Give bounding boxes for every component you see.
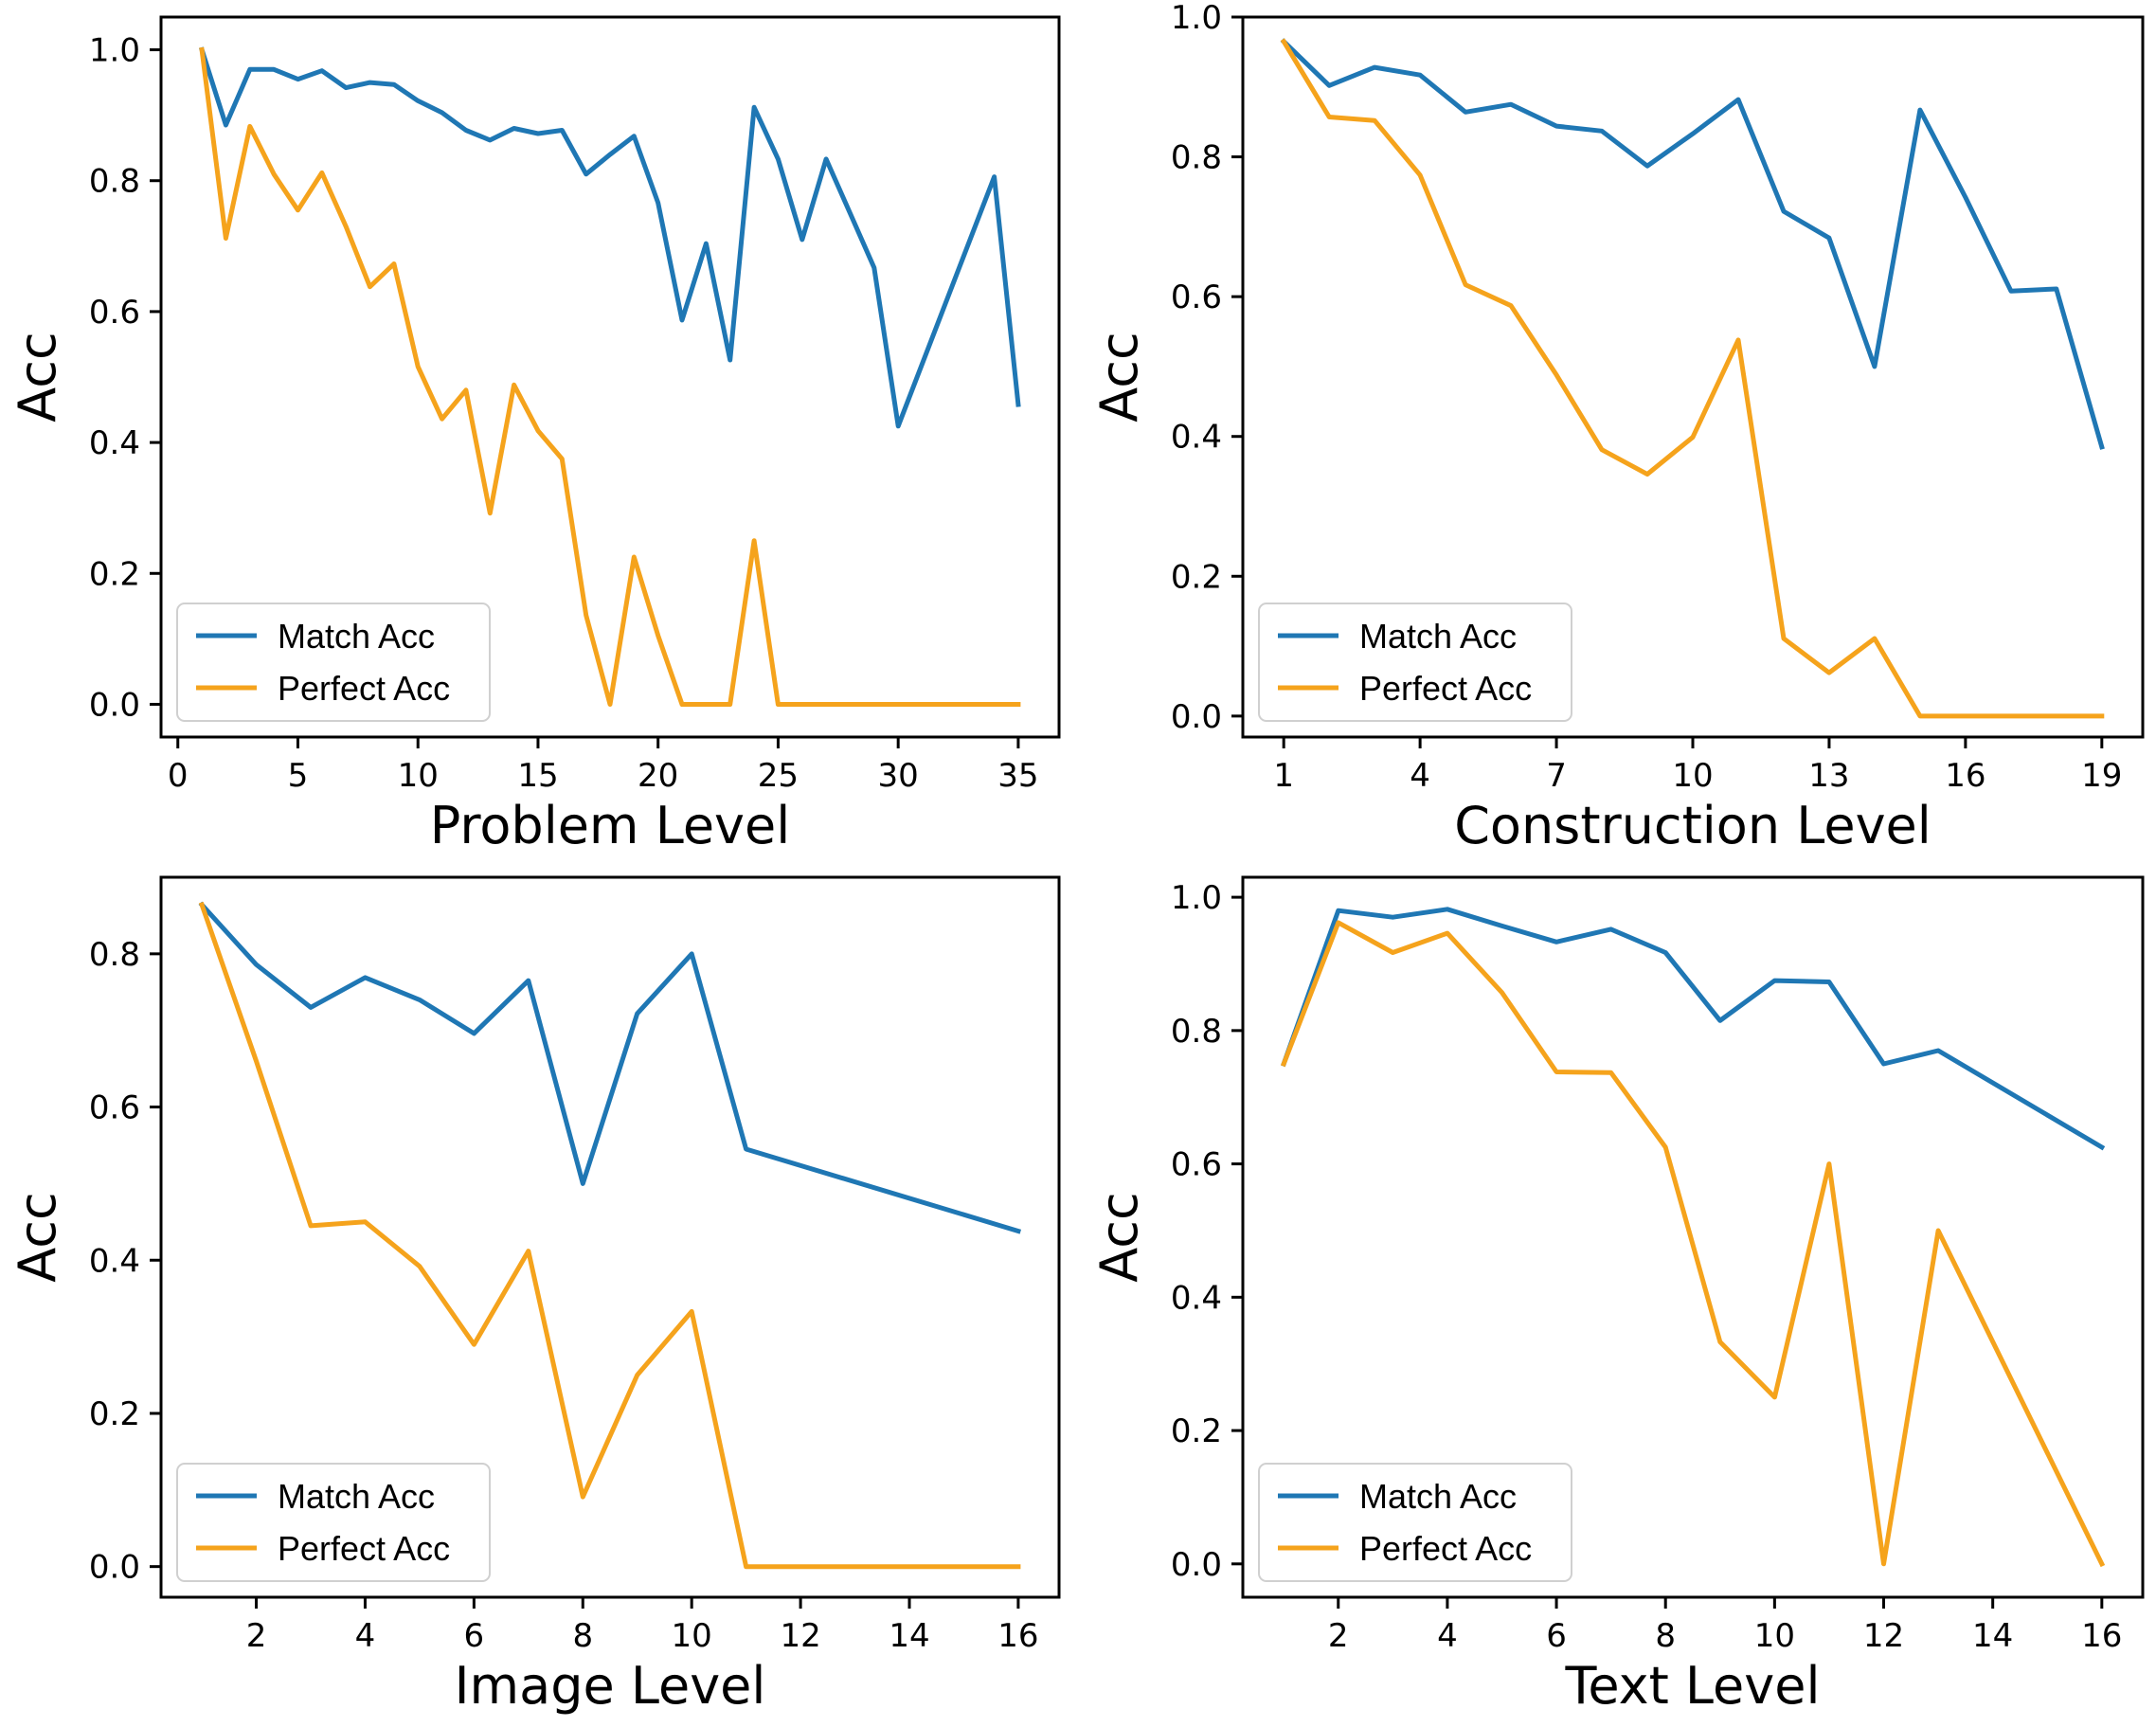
legend: Match Acc Perfect Acc xyxy=(176,603,491,722)
legend: Match Acc Perfect Acc xyxy=(1258,603,1572,722)
x-tick-label: 10 xyxy=(1672,757,1713,795)
series-line-perfect-acc xyxy=(199,46,1021,707)
x-tick-label: 6 xyxy=(464,1617,485,1655)
x-axis-label: Text Level xyxy=(1565,1656,1821,1716)
x-tick-label: 4 xyxy=(355,1617,376,1655)
x-tick-label: 30 xyxy=(878,757,919,795)
y-tick-label: 0.4 xyxy=(89,1242,140,1280)
series-line-match-acc xyxy=(1280,38,2105,450)
x-axis-label: Problem Level xyxy=(430,796,790,855)
y-tick-label: 1.0 xyxy=(1171,0,1222,37)
x-tick-label: 25 xyxy=(758,757,799,795)
x-tick-label: 13 xyxy=(1808,757,1849,795)
legend: Match Acc Perfect Acc xyxy=(176,1463,491,1582)
x-tick-label: 12 xyxy=(1863,1617,1904,1655)
x-tick-label: 15 xyxy=(517,757,558,795)
series-line-perfect-acc xyxy=(1280,38,2105,719)
legend-label-perfect-acc: Perfect Acc xyxy=(278,669,450,708)
legend-box xyxy=(176,1463,491,1582)
x-tick-label: 14 xyxy=(889,1617,929,1655)
x-tick-label: 8 xyxy=(1655,1617,1676,1655)
chart-panel-1: 0 5 10 15 20 25 30 35 0.0 0.2 0.4 0.6 0.8 1.0 Problem … xyxy=(8,15,1061,855)
x-tick-label: 12 xyxy=(780,1617,820,1655)
y-tick-label: 0.4 xyxy=(1171,419,1222,457)
y-tick-label: 0.8 xyxy=(89,936,140,974)
legend-label-match-acc: Match Acc xyxy=(278,1477,435,1516)
legend-label-match-acc: Match Acc xyxy=(1359,617,1517,656)
y-axis-label: Acc xyxy=(1089,1192,1149,1282)
y-tick-label: 0.2 xyxy=(89,1395,140,1433)
legend-label-match-acc: Match Acc xyxy=(1359,1477,1517,1516)
x-tick-label: 0 xyxy=(168,757,189,795)
y-tick-label: 0.4 xyxy=(89,424,140,462)
chart-panel-2: 1 4 7 10 13 16 19 0.0 0.2 0.4 0.6 0.8 1.0 Constructio… xyxy=(1089,0,2145,855)
y-tick-label: 0.8 xyxy=(1171,1013,1222,1051)
x-tick-label: 16 xyxy=(2081,1617,2122,1655)
x-tick-label: 4 xyxy=(1410,757,1430,795)
legend: Match Acc Perfect Acc xyxy=(1258,1463,1572,1582)
x-tick-label: 6 xyxy=(1546,1617,1567,1655)
y-tick-label: 0.4 xyxy=(1171,1279,1222,1317)
x-tick-label: 5 xyxy=(288,757,309,795)
series-line-perfect-acc xyxy=(198,901,1021,1570)
x-tick-label: 19 xyxy=(2081,757,2122,795)
y-axis-label: Acc xyxy=(8,332,67,422)
x-tick-label: 4 xyxy=(1437,1617,1458,1655)
y-tick-label: 1.0 xyxy=(89,32,140,70)
y-tick-label: 0.2 xyxy=(89,555,140,593)
axes-frame xyxy=(1241,875,2145,1599)
y-axis-label: Acc xyxy=(1089,332,1149,422)
legend-box xyxy=(1258,1463,1572,1582)
y-tick-label: 0.8 xyxy=(1171,139,1222,177)
x-tick-label: 16 xyxy=(997,1617,1038,1655)
chart-panel-3: 2 4 6 8 10 12 14 16 0.0 0.2 0.4 0.6 0.8 Image Level Ac… xyxy=(8,875,1061,1716)
x-tick-label: 8 xyxy=(572,1617,593,1655)
y-tick-label: 0.0 xyxy=(89,1549,140,1587)
y-tick-label: 0.0 xyxy=(89,686,140,724)
y-axis-label: Acc xyxy=(8,1192,67,1282)
y-tick-label: 0.6 xyxy=(1171,279,1222,316)
x-tick-label: 7 xyxy=(1546,757,1567,795)
x-tick-label: 35 xyxy=(997,757,1038,795)
legend-box xyxy=(1258,603,1572,722)
y-tick-label: 0.2 xyxy=(1171,1412,1222,1450)
x-tick-label: 10 xyxy=(1754,1617,1795,1655)
y-tick-label: 0.6 xyxy=(89,294,140,332)
x-axis-label: Construction Level xyxy=(1454,796,1931,855)
series-line-match-acc xyxy=(1281,907,2106,1151)
legend-label-perfect-acc: Perfect Acc xyxy=(1359,1529,1532,1568)
legend-label-perfect-acc: Perfect Acc xyxy=(1359,669,1532,708)
x-tick-label: 20 xyxy=(638,757,678,795)
x-tick-label: 1 xyxy=(1273,757,1294,795)
y-tick-label: 0.2 xyxy=(1171,558,1222,596)
y-tick-label: 1.0 xyxy=(1171,879,1222,917)
x-tick-label: 2 xyxy=(1328,1617,1349,1655)
x-tick-label: 16 xyxy=(1945,757,1985,795)
x-tick-label: 14 xyxy=(1972,1617,2013,1655)
legend-label-match-acc: Match Acc xyxy=(278,617,435,656)
y-tick-label: 0.6 xyxy=(1171,1146,1222,1184)
series-line-match-acc xyxy=(198,901,1022,1234)
y-tick-label: 0.8 xyxy=(89,163,140,201)
x-tick-label: 10 xyxy=(672,1617,712,1655)
legend-box xyxy=(176,603,491,722)
y-tick-label: 0.0 xyxy=(1171,698,1222,736)
chart-panel-4: 2 4 6 8 10 12 14 16 0.0 0.2 0.4 0.6 0.8 1.0 Text Level… xyxy=(1089,875,2145,1716)
x-tick-label: 2 xyxy=(246,1617,267,1655)
x-tick-label: 10 xyxy=(398,757,439,795)
series-line-match-acc xyxy=(198,46,1021,429)
axes-frame xyxy=(159,15,1061,739)
series-line-perfect-acc xyxy=(1280,920,2106,1568)
y-tick-label: 0.0 xyxy=(1171,1546,1222,1584)
legend-label-perfect-acc: Perfect Acc xyxy=(278,1529,450,1568)
axes-frame xyxy=(159,875,1061,1599)
x-axis-label: Image Level xyxy=(455,1656,766,1716)
y-tick-label: 0.6 xyxy=(89,1089,140,1127)
